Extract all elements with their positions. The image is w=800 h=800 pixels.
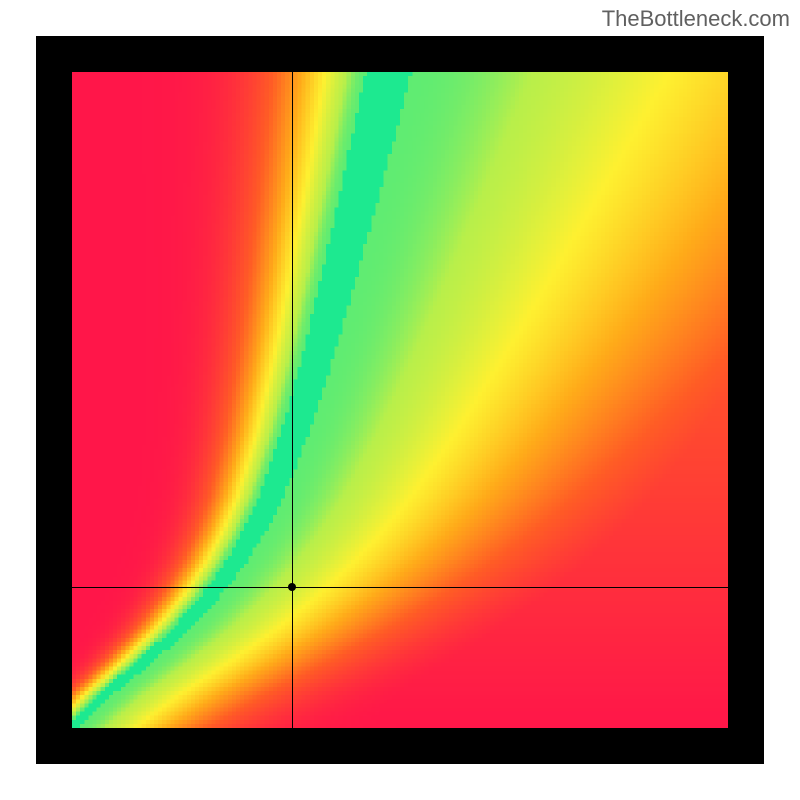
plot-area <box>72 72 728 728</box>
heatmap-canvas <box>72 72 728 728</box>
watermark-text: TheBottleneck.com <box>602 6 790 32</box>
plot-frame <box>36 36 764 764</box>
